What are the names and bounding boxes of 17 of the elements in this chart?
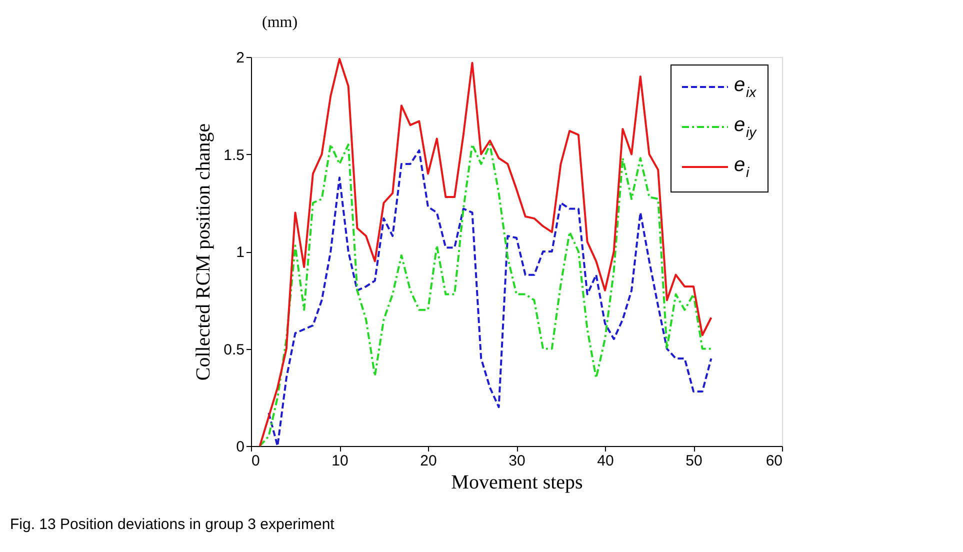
text: (mm) (262, 14, 298, 31)
x-tick-label: 40 (597, 452, 614, 470)
x-tick-label: 20 (420, 452, 437, 470)
x-tick-label: 30 (508, 452, 526, 470)
x-tick-label: 50 (686, 452, 702, 470)
line-series (258, 58, 712, 447)
x-tick-label: 60 (766, 452, 782, 470)
y-tick-label: 1.5 (224, 146, 244, 164)
y-tick-label: 0 (236, 438, 244, 456)
y-tick-label: 1 (236, 244, 244, 261)
caption: Fig. 13 Position deviations in group 3 experiment (10, 516, 336, 533)
x-tick-label: 0 (252, 452, 260, 470)
x-tick-label: 10 (332, 452, 348, 470)
y-tick-label: 2 (236, 50, 244, 66)
x-axis-title: Movement steps (451, 472, 584, 494)
y-tick-label: 0.5 (224, 341, 244, 358)
y-axis-title: Collected RCM position change (192, 123, 215, 381)
